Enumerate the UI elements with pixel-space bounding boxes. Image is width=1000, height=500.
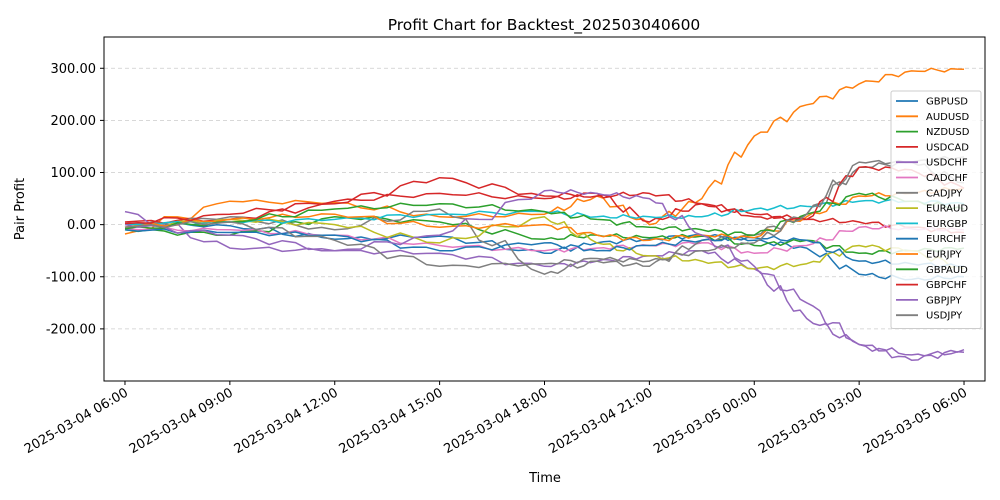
- series-line-eurchf: [124, 228, 965, 268]
- series-line-gbpchf: [124, 165, 965, 225]
- series-line-gbpjpy: [124, 189, 965, 361]
- legend-label: EURAUD: [926, 204, 968, 215]
- y-tick-label: -100.00: [46, 270, 96, 285]
- legend-label: NZDUSD: [926, 127, 970, 138]
- legend: GBPUSD AUDUSD NZDUSD USDCAD USDCHF CADCHF CADJ…: [890, 90, 982, 329]
- legend-label: GBPUSD: [926, 97, 968, 108]
- legend-label: USDCAD: [926, 142, 969, 153]
- chart-title: Profit Chart for Backtest_202503040600: [388, 16, 701, 35]
- y-tick-label: -200.00: [46, 322, 96, 337]
- series-line-nzdusd: [124, 215, 965, 255]
- series-line-eurgbp: [124, 198, 965, 227]
- legend-label: AUDUSD: [926, 112, 970, 123]
- legend-label: CADCHF: [926, 173, 968, 184]
- series-line-audusd: [124, 67, 965, 235]
- series-lines: [124, 67, 965, 361]
- series-line-usdcad: [124, 176, 965, 234]
- x-axis-title: Time: [528, 471, 561, 486]
- legend-label: GBPJPY: [926, 295, 962, 306]
- legend-label: GBPCHF: [926, 280, 967, 291]
- series-line-gbpusd: [124, 221, 965, 281]
- legend-label: EURGBP: [926, 219, 967, 230]
- legend-label: EURCHF: [926, 234, 967, 245]
- series-line-usdjpy: [124, 155, 965, 269]
- legend-label: USDCHF: [926, 158, 968, 169]
- y-axis: -200.00 -100.00 0.00 100.00 200.00 300.00: [46, 62, 104, 337]
- y-tick-label: 100.00: [51, 166, 97, 181]
- legend-label: GBPAUD: [926, 265, 968, 276]
- legend-label: USDJPY: [926, 311, 963, 322]
- legend-label: CADJPY: [926, 188, 963, 199]
- series-line-eurjpy: [124, 186, 965, 242]
- y-tick-label: 300.00: [51, 62, 97, 77]
- y-tick-label: 200.00: [51, 114, 97, 129]
- legend-label: EURJPY: [926, 250, 962, 261]
- series-line-gbpaud: [124, 192, 965, 237]
- y-tick-label: 0.00: [67, 218, 96, 233]
- y-axis-title: Pair Profit: [13, 178, 28, 240]
- series-line-euraud: [124, 216, 965, 271]
